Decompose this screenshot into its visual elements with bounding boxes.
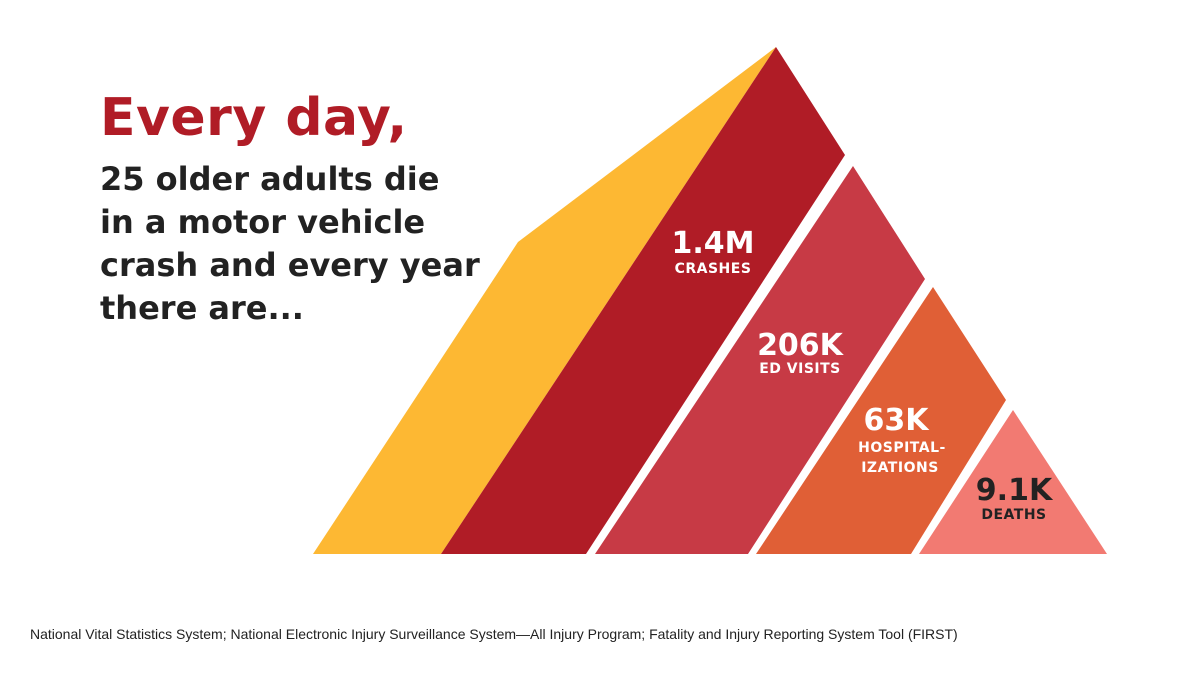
pyramid-band-deaths: [919, 410, 1107, 554]
pyramid-side-face: [313, 47, 776, 554]
value-label-ed-visits: 206K: [757, 328, 845, 363]
value-label-deaths: 9.1K: [976, 473, 1054, 508]
pyramid-band-ed-visits: [595, 166, 925, 554]
subtext: 25 older adults die in a motor vehicle c…: [100, 160, 480, 327]
value-label-hospitalizations: 63K: [864, 403, 931, 438]
pyramid-band-crashes: [441, 47, 845, 554]
value-label-crashes: 1.4M: [672, 226, 755, 261]
category-label-crashes: CRASHES: [675, 261, 752, 277]
category-label-hospitalizations-line1: HOSPITAL-: [858, 440, 946, 456]
source-note: National Vital Statistics System; Nation…: [30, 626, 958, 642]
category-label-ed-visits: ED VISITS: [759, 361, 841, 377]
category-label-deaths: DEATHS: [981, 507, 1046, 523]
headline: Every day,: [100, 88, 408, 148]
pyramid-band-hospitalizations: [756, 287, 1006, 554]
category-label-hospitalizations-line2: IZATIONS: [861, 460, 939, 476]
